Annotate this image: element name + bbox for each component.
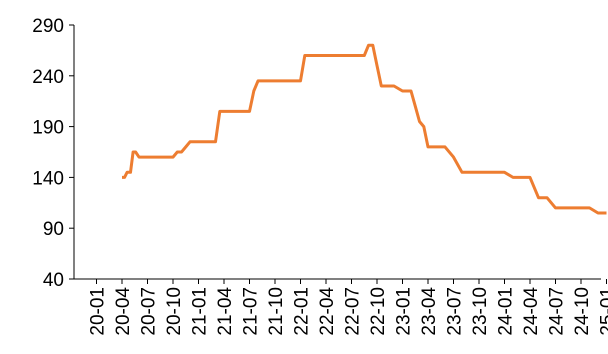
x-tick-label: 21-07 bbox=[241, 287, 262, 336]
y-tick-group: 290 240 190 140 90 40 bbox=[32, 16, 74, 291]
x-tick-label: 23-01 bbox=[394, 287, 415, 336]
x-tick-label: 24-10 bbox=[572, 287, 593, 336]
x-tick-label: 24-07 bbox=[547, 287, 568, 336]
x-tick-label: 21-04 bbox=[215, 287, 236, 336]
x-tick-label: 20-01 bbox=[88, 287, 109, 336]
y-tick-label: 140 bbox=[32, 168, 64, 189]
x-tick-label: 23-04 bbox=[419, 287, 440, 336]
x-tick-label: 20-10 bbox=[164, 287, 185, 336]
series-group bbox=[122, 43, 607, 215]
x-tick-label: 23-10 bbox=[470, 287, 491, 336]
x-tick-label: 21-10 bbox=[266, 287, 287, 336]
x-tick-label: 20-07 bbox=[139, 287, 160, 336]
y-tick-label: 40 bbox=[43, 270, 64, 291]
x-tick-label: 24-04 bbox=[521, 287, 542, 336]
x-tick-label: 22-10 bbox=[368, 287, 389, 336]
x-tick-label: 22-04 bbox=[317, 287, 338, 336]
x-tick-label: 22-07 bbox=[343, 287, 364, 336]
x-tick-label: 24-01 bbox=[496, 287, 517, 336]
x-tick-label: 20-04 bbox=[113, 287, 134, 336]
y-tick-label: 190 bbox=[32, 118, 64, 139]
x-tick-label: 22-01 bbox=[292, 287, 313, 336]
x-tick-group: 20-01 20-04 20-07 20-10 21-01 21-04 21-07 21-10… bbox=[88, 279, 608, 336]
x-tick-label: 23-07 bbox=[445, 287, 466, 336]
y-tick-label: 90 bbox=[43, 219, 64, 240]
y-tick-label: 240 bbox=[32, 67, 64, 88]
series-line bbox=[122, 43, 607, 215]
y-tick-label: 290 bbox=[32, 16, 64, 37]
x-tick-label: 25-01 bbox=[598, 287, 608, 336]
x-tick-label: 21-01 bbox=[190, 287, 211, 336]
